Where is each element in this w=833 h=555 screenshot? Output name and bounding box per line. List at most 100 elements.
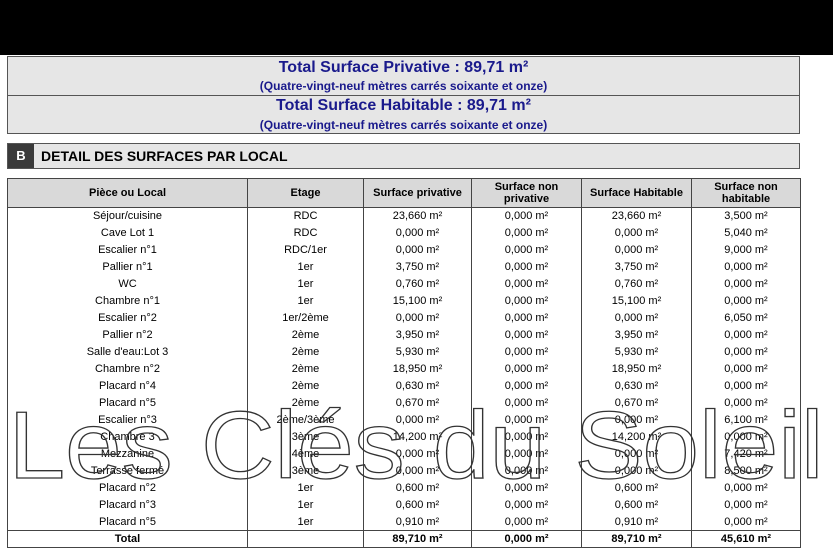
table-cell: 0,000 m² <box>581 241 692 259</box>
table-cell: 0,000 m² <box>471 292 582 310</box>
table-cell: 1er <box>247 258 364 276</box>
table-cell: Placard n°3 <box>7 496 248 514</box>
table-cell: 1er <box>247 513 364 531</box>
table-cell: Chambre 3 <box>7 428 248 446</box>
table-cell: 0,000 m² <box>471 377 582 395</box>
table-cell: 0,000 m² <box>691 513 801 531</box>
table-row: Placard n°3 1er 0,600 m² 0,000 m² 0,600 m² 0,… <box>7 496 801 514</box>
column-header: Surface privative <box>363 178 472 208</box>
table-cell: 18,950 m² <box>581 360 692 378</box>
table-cell: 0,000 m² <box>471 445 582 463</box>
table-cell: 15,100 m² <box>363 292 472 310</box>
table-cell: 1er <box>247 496 364 514</box>
table-cell: 0,600 m² <box>581 496 692 514</box>
table-cell: 23,660 m² <box>581 207 692 225</box>
table-cell: 0,000 m² <box>471 275 582 293</box>
surface-totals-box: Total Surface Privative : 89,71 m² (Quat… <box>7 56 800 134</box>
totals-divider <box>8 95 799 96</box>
total-privative-title: Total Surface Privative : 89,71 m² <box>278 59 529 76</box>
table-cell: 3,500 m² <box>691 207 801 225</box>
table-cell: 0,000 m² <box>471 309 582 327</box>
document-page: Total Surface Privative : 89,71 m² (Quat… <box>0 55 833 555</box>
table-cell: 1er <box>247 275 364 293</box>
table-cell: 15,100 m² <box>581 292 692 310</box>
table-cell: 0,910 m² <box>363 513 472 531</box>
table-cell: 0,000 m² <box>471 207 582 225</box>
table-cell: 0,000 m² <box>691 292 801 310</box>
section-title: DETAIL DES SURFACES PAR LOCAL <box>41 148 288 164</box>
table-cell: Terrasse fermé <box>7 462 248 480</box>
table-cell: 0,760 m² <box>363 275 472 293</box>
table-cell: 1er <box>247 479 364 497</box>
table-cell: 6,050 m² <box>691 309 801 327</box>
table-cell: 0,000 m² <box>363 411 472 429</box>
table-row: Chambre n°2 2ème 18,950 m² 0,000 m² 18,950 m… <box>7 360 801 378</box>
table-cell: 0,630 m² <box>581 377 692 395</box>
table-cell: 2ème/3ème <box>247 411 364 429</box>
table-cell: 0,000 m² <box>691 496 801 514</box>
table-cell: 0,000 m² <box>581 309 692 327</box>
table-cell: Placard n°5 <box>7 513 248 531</box>
table-cell: RDC/1er <box>247 241 364 259</box>
table-cell: 0,000 m² <box>471 513 582 531</box>
table-cell: 14,200 m² <box>581 428 692 446</box>
table-cell: 0,600 m² <box>581 479 692 497</box>
table-cell: 9,000 m² <box>691 241 801 259</box>
table-cell: 0,000 m² <box>471 479 582 497</box>
table-cell: 0,000 m² <box>581 462 692 480</box>
table-body: Séjour/cuisine RDC 23,660 m² 0,000 m² 23,660… <box>7 207 801 548</box>
table-cell: 0,000 m² <box>471 428 582 446</box>
table-cell: 0,000 m² <box>581 445 692 463</box>
column-header: Surface Habitable <box>581 178 692 208</box>
total-privative-words: (Quatre-vingt-neuf mètres carrés soixant… <box>259 79 548 93</box>
table-cell: 0,600 m² <box>363 496 472 514</box>
table-cell: Pallier n°2 <box>7 326 248 344</box>
table-cell: 0,000 m² <box>471 462 582 480</box>
table-cell: WC <box>7 275 248 293</box>
table-cell: 0,000 m² <box>691 360 801 378</box>
table-cell: 2ème <box>247 394 364 412</box>
table-cell: Escalier n°1 <box>7 241 248 259</box>
table-cell: 18,950 m² <box>363 360 472 378</box>
table-cell: 0,760 m² <box>581 275 692 293</box>
table-cell: 0,000 m² <box>691 377 801 395</box>
table-cell: 0,000 m² <box>363 462 472 480</box>
table-cell: Salle d'eau:Lot 3 <box>7 343 248 361</box>
table-cell: 8,500 m² <box>691 462 801 480</box>
column-header: Pièce ou Local <box>7 178 248 208</box>
table-cell: 0,000 m² <box>471 224 582 242</box>
table-cell: 23,660 m² <box>363 207 472 225</box>
table-row: Séjour/cuisine RDC 23,660 m² 0,000 m² 23,660… <box>7 207 801 225</box>
total-cell: Total <box>7 530 248 548</box>
table-cell: 2ème <box>247 360 364 378</box>
table-cell: 0,000 m² <box>363 445 472 463</box>
table-cell: 0,000 m² <box>363 241 472 259</box>
table-row: Placard n°5 1er 0,910 m² 0,000 m² 0,910 m² 0,… <box>7 513 801 531</box>
table-cell: 2ème <box>247 377 364 395</box>
total-cell <box>247 530 364 548</box>
table-cell: Chambre n°1 <box>7 292 248 310</box>
table-cell: 0,000 m² <box>471 394 582 412</box>
table-cell: 6,100 m² <box>691 411 801 429</box>
table-cell: RDC <box>247 207 364 225</box>
table-cell: RDC <box>247 224 364 242</box>
table-cell: 5,040 m² <box>691 224 801 242</box>
column-header: Surface non privative <box>471 178 582 208</box>
table-cell: 0,000 m² <box>691 428 801 446</box>
total-cell: 0,000 m² <box>471 530 582 548</box>
table-cell: 0,000 m² <box>363 224 472 242</box>
section-letter: B <box>8 144 34 168</box>
table-cell: 0,000 m² <box>691 275 801 293</box>
table-cell: 0,000 m² <box>471 258 582 276</box>
total-cell: 45,610 m² <box>691 530 801 548</box>
table-row: Cave Lot 1 RDC 0,000 m² 0,000 m² 0,000 m² 5,0… <box>7 224 801 242</box>
table-cell: 0,000 m² <box>581 224 692 242</box>
table-row: Placard n°5 2ème 0,670 m² 0,000 m² 0,670 m² 0… <box>7 394 801 412</box>
table-cell: Cave Lot 1 <box>7 224 248 242</box>
table-cell: 4ème <box>247 445 364 463</box>
table-cell: 14,200 m² <box>363 428 472 446</box>
table-cell: 1er/2ème <box>247 309 364 327</box>
table-row: Chambre n°1 1er 15,100 m² 0,000 m² 15,100 m²… <box>7 292 801 310</box>
table-row: Placard n°2 1er 0,600 m² 0,000 m² 0,600 m² 0,… <box>7 479 801 497</box>
table-cell: 3,750 m² <box>363 258 472 276</box>
